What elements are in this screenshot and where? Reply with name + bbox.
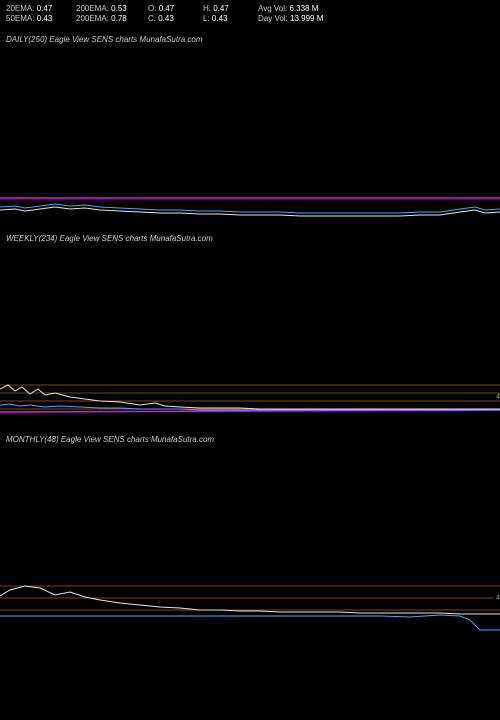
ema50-value: 0.43 (37, 14, 53, 23)
metrics-header: 20EMA: 0.47 200EMA: 0.53 O: 0.47 H: 0.47… (0, 0, 500, 29)
ema50-label: 50EMA: (6, 14, 34, 23)
dayvol-value: 13.999 M (290, 14, 323, 23)
ema20-label: 20EMA: (6, 4, 34, 13)
ema200-value: 0.78 (111, 14, 127, 23)
chart-area-monthly: 4 (0, 450, 500, 640)
chart-area-weekly: 4 (0, 249, 500, 429)
avgvol-value: 6.338 M (289, 4, 318, 13)
ema100-value: 0.53 (111, 4, 127, 13)
metrics-row-2: 50EMA: 0.43 200EMA: 0.78 C: 0.43 L: 0.43… (6, 14, 494, 24)
avgvol-label: Avg Vol: (258, 4, 287, 13)
close-label: C: (148, 14, 156, 23)
y-tick: 4 (494, 594, 500, 601)
ema200-label: 200EMA: (76, 14, 109, 23)
low-label: L: (203, 14, 210, 23)
open-value: 0.47 (159, 4, 175, 13)
high-value: 0.47 (213, 4, 229, 13)
open-label: O: (148, 4, 156, 13)
chart-area-daily (0, 50, 500, 228)
close-value: 0.43 (158, 14, 174, 23)
y-tick: 4 (494, 393, 500, 400)
high-label: H: (203, 4, 211, 13)
metrics-row-1: 20EMA: 0.47 200EMA: 0.53 O: 0.47 H: 0.47… (6, 4, 494, 14)
charts-container: DAILY(250) Eagle View SENS charts Munafa… (0, 29, 500, 640)
dayvol-label: Day Vol: (258, 14, 288, 23)
chart-title-monthly: MONTHLY(48) Eagle View SENS charts Munaf… (0, 429, 500, 450)
ema20-value: 0.47 (37, 4, 53, 13)
chart-title-daily: DAILY(250) Eagle View SENS charts Munafa… (0, 29, 500, 50)
chart-title-weekly: WEEKLY(234) Eagle View SENS charts Munaf… (0, 228, 500, 249)
ema100-label: 200EMA: (76, 4, 109, 13)
low-value: 0.43 (212, 14, 228, 23)
